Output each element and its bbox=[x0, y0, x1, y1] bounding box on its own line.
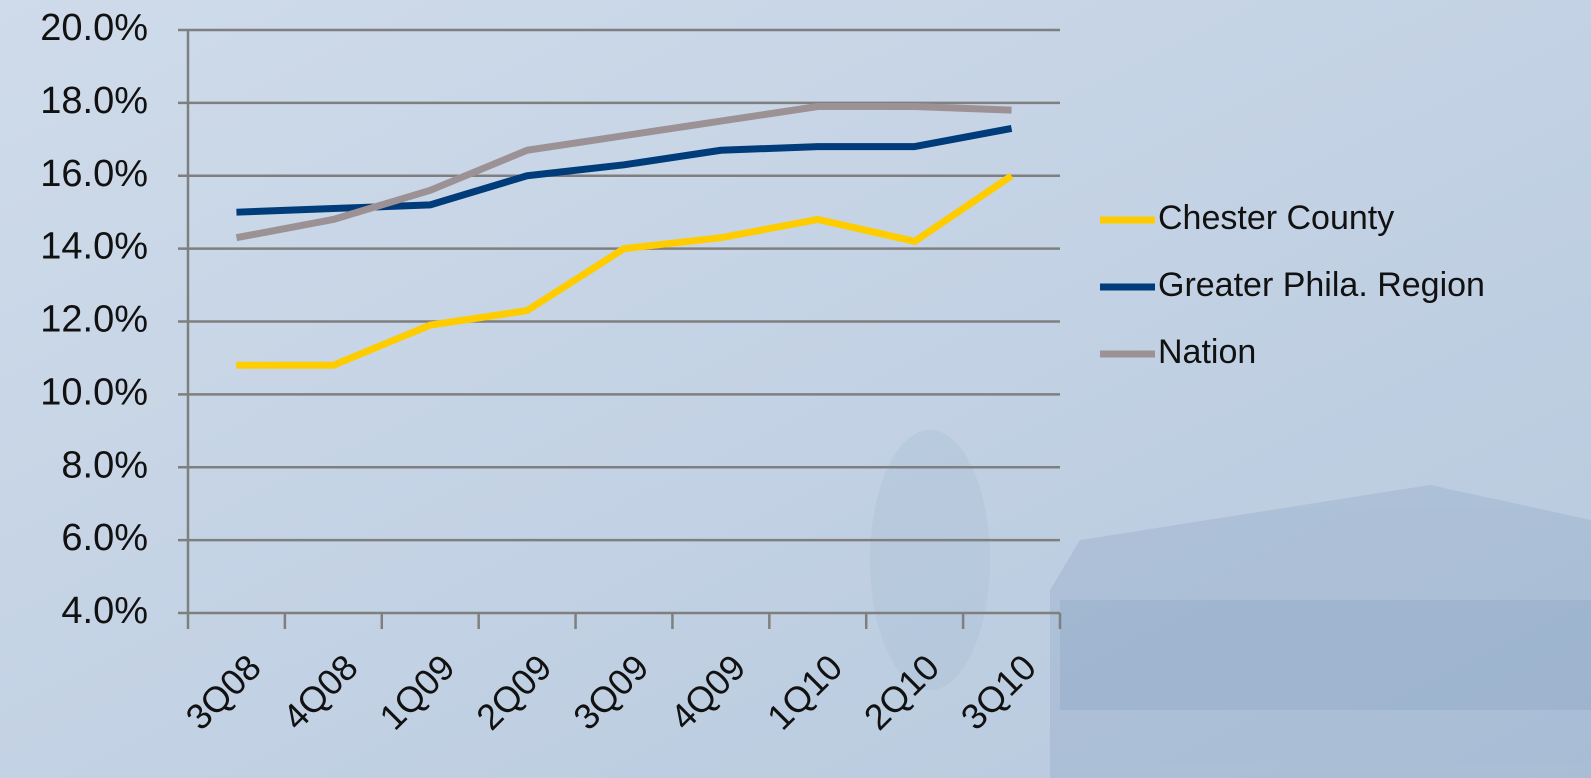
y-tick-label: 18.0% bbox=[40, 80, 148, 122]
legend-label: Chester County bbox=[1158, 199, 1394, 237]
y-tick-label: 20.0% bbox=[40, 7, 148, 49]
series-line bbox=[235, 103, 1012, 242]
y-tick-label: 14.0% bbox=[40, 226, 148, 268]
series-line bbox=[236, 172, 1014, 369]
legend-label: Nation bbox=[1158, 333, 1256, 371]
y-tick-label: 8.0% bbox=[61, 444, 148, 486]
y-tick-label: 10.0% bbox=[40, 371, 148, 413]
legend-label: Greater Phila. Region bbox=[1158, 266, 1485, 304]
y-tick-label: 6.0% bbox=[61, 517, 148, 559]
y-tick-label: 12.0% bbox=[40, 299, 148, 341]
y-tick-label: 16.0% bbox=[40, 153, 148, 195]
background-building bbox=[870, 430, 1591, 778]
y-tick-label: 4.0% bbox=[61, 590, 148, 632]
